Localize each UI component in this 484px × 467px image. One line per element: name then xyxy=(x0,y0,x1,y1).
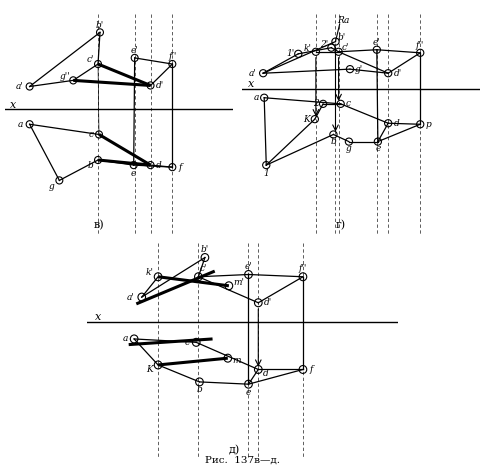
Text: x: x xyxy=(95,312,101,322)
Text: x: x xyxy=(10,100,16,110)
Text: b: b xyxy=(196,385,202,394)
Text: a': a' xyxy=(16,82,24,91)
Text: b': b' xyxy=(96,21,104,30)
Text: a: a xyxy=(18,120,23,129)
Text: b': b' xyxy=(200,245,209,254)
Text: m: m xyxy=(232,356,240,365)
Text: m': m' xyxy=(233,278,243,287)
Text: г): г) xyxy=(335,220,345,230)
Text: e': e' xyxy=(372,38,380,47)
Text: f: f xyxy=(178,163,182,172)
Text: d: d xyxy=(155,161,161,170)
Text: c': c' xyxy=(200,264,207,273)
Text: e: e xyxy=(375,144,380,153)
Text: 2: 2 xyxy=(312,99,318,108)
Text: Ra: Ra xyxy=(337,15,349,25)
Text: a: a xyxy=(122,334,128,343)
Text: d: d xyxy=(393,119,398,128)
Text: g: g xyxy=(346,144,351,153)
Text: p: p xyxy=(425,120,430,129)
Text: k': k' xyxy=(145,268,153,277)
Text: a': a' xyxy=(248,69,256,78)
Text: f'': f'' xyxy=(168,52,176,61)
Text: a: a xyxy=(253,93,258,102)
Text: K: K xyxy=(302,115,309,124)
Text: b: b xyxy=(330,137,335,146)
Text: b': b' xyxy=(337,33,345,42)
Text: e: e xyxy=(131,169,136,178)
Text: 1: 1 xyxy=(263,169,269,178)
Text: f'': f'' xyxy=(415,41,424,50)
Text: c': c' xyxy=(86,56,93,64)
Text: d': d' xyxy=(155,81,163,90)
Text: a': a' xyxy=(127,293,135,302)
Text: Рис.  137в—д.: Рис. 137в—д. xyxy=(205,456,279,465)
Text: 1': 1' xyxy=(285,50,294,58)
Text: f: f xyxy=(309,365,313,374)
Text: d: d xyxy=(262,369,268,378)
Text: c: c xyxy=(184,338,190,347)
Text: c: c xyxy=(345,99,349,108)
Text: b: b xyxy=(87,161,93,170)
Text: g'': g'' xyxy=(60,72,71,81)
Text: 2': 2' xyxy=(319,40,328,49)
Text: д): д) xyxy=(228,445,240,455)
Text: g': g' xyxy=(354,64,363,74)
Text: в): в) xyxy=(93,220,104,230)
Text: e': e' xyxy=(244,262,252,271)
Text: c': c' xyxy=(341,43,349,52)
Text: c: c xyxy=(89,130,93,139)
Text: d': d' xyxy=(263,298,272,307)
Text: e': e' xyxy=(131,46,138,55)
Text: g: g xyxy=(48,182,54,191)
Text: K: K xyxy=(146,365,152,374)
Text: e: e xyxy=(245,388,251,396)
Text: k': k' xyxy=(303,44,311,53)
Text: d': d' xyxy=(393,69,401,78)
Text: x: x xyxy=(247,79,253,90)
Text: f'': f'' xyxy=(298,264,306,273)
